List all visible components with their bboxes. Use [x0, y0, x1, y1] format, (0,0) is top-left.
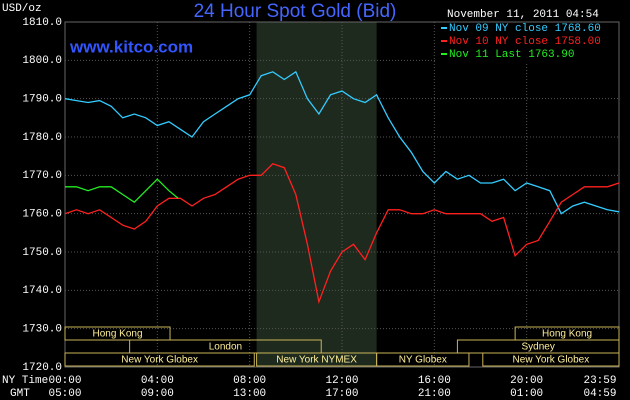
session-label: Sydney: [522, 342, 555, 353]
y-tick-label: 1770.0: [22, 170, 62, 182]
y-tick-label: 1790.0: [22, 94, 62, 106]
legend-label: Nov 11 Last 1763.90: [449, 49, 574, 61]
y-tick-label: 1800.0: [22, 55, 62, 67]
x-tick-label: 04:00: [141, 375, 174, 387]
x-tick-label: 00:00: [48, 375, 81, 387]
session-label: NY Globex: [399, 355, 447, 366]
session-label: New York Globex: [121, 355, 198, 366]
session-label: New York Globex: [513, 355, 590, 366]
x-tick-label: 16:00: [418, 375, 451, 387]
y-tick-label: 1720.0: [22, 362, 62, 374]
x-row-label: NY Time: [2, 375, 48, 387]
session-bar: [64, 326, 171, 341]
series-line: [64, 70, 620, 215]
x2-tick-label: 21:00: [418, 388, 451, 400]
x-tick-label: 08:00: [233, 375, 266, 387]
legend-label: Nov 09 NY close 1768.60: [449, 23, 601, 35]
y-tick-label: 1760.0: [22, 209, 62, 221]
watermark: www.kitco.com: [69, 37, 193, 56]
session-bar: [64, 352, 255, 367]
chart-title: 24 Hour Spot Gold (Bid): [194, 1, 397, 22]
x-row-label: GMT: [10, 388, 30, 400]
session-bar: [376, 352, 470, 367]
x2-tick-label: 17:00: [325, 388, 358, 400]
plot-frame: [64, 21, 620, 368]
session-label: New York NYMEX: [276, 355, 357, 366]
legend-label: Nov 10 NY close 1758.00: [449, 36, 601, 48]
series-line: [64, 163, 620, 305]
y-tick-label: 1810.0: [22, 17, 62, 29]
x2-tick-label: 09:00: [141, 388, 174, 400]
session-label: Hong Kong: [92, 329, 142, 340]
x2-tick-label: 04:59: [583, 388, 616, 400]
y-tick-label: 1740.0: [22, 285, 62, 297]
timestamp: November 11, 2011 04:54: [447, 9, 599, 21]
session-label: Hong Kong: [542, 329, 592, 340]
x2-tick-label: 05:00: [48, 388, 81, 400]
session-label: London: [209, 342, 242, 353]
series-line: [65, 178, 179, 204]
y-tick-label: 1780.0: [22, 132, 62, 144]
legend-box: [437, 22, 620, 62]
shade-layer: [256, 22, 377, 367]
x-tick-label: 23:59: [583, 375, 616, 387]
x-tick-label: 20:00: [510, 375, 543, 387]
y-tick-label: 1750.0: [22, 247, 62, 259]
y-unit: USD/oz: [2, 3, 42, 15]
y-tick-label: 1730.0: [22, 324, 62, 336]
session-bar: [482, 352, 620, 367]
session-shade: [256, 22, 377, 367]
x-tick-label: 12:00: [325, 375, 358, 387]
x2-tick-label: 01:00: [510, 388, 543, 400]
x2-tick-label: 13:00: [233, 388, 266, 400]
